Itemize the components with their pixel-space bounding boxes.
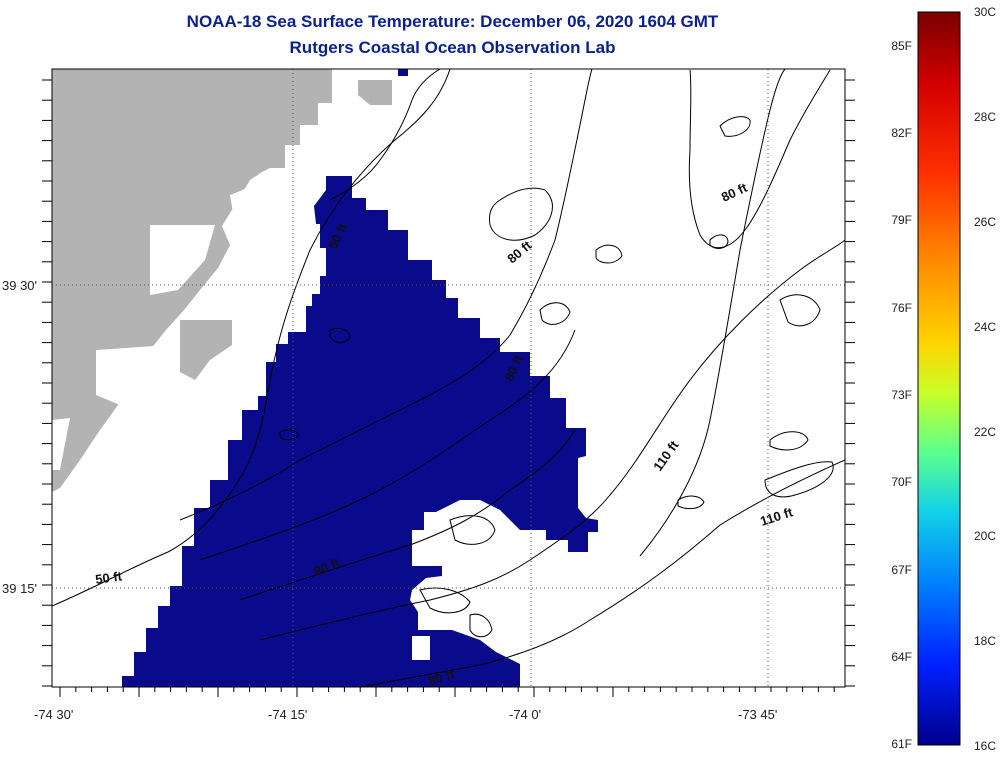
colorbar-label-f: 76F [891, 301, 912, 315]
colorbar-label-c: 26C [974, 215, 996, 229]
colorbar-label-c: 22C [974, 425, 996, 439]
bathymetry-contours [52, 69, 845, 687]
x-tick-label: -74 30' [34, 707, 73, 722]
colorbar-label-f: 64F [891, 650, 912, 664]
colorbar-label-f: 73F [891, 388, 912, 402]
colorbar [917, 11, 961, 746]
x-tick-label: -74 0' [509, 707, 541, 722]
colorbar-fahrenheit-labels: 85F 82F 79F 76F 73F 70F 67F 64F 61F [891, 39, 912, 751]
y-tick-label: 39 15' [2, 581, 37, 596]
tick-marks [42, 79, 855, 697]
colorbar-celsius-labels: 30C 28C 26C 24C 22C 20C 18C 16C [974, 5, 996, 753]
colorbar-label-f: 67F [891, 563, 912, 577]
colorbar-label-f: 70F [891, 475, 912, 489]
colorbar-label-c: 20C [974, 529, 996, 543]
contour-label: 110 ft [758, 504, 795, 529]
map-title: NOAA-18 Sea Surface Temperature: Decembe… [186, 12, 719, 31]
land-patch [358, 80, 392, 105]
graticule [52, 69, 845, 687]
sst-data-region [398, 69, 408, 76]
colorbar-label-c: 28C [974, 110, 996, 124]
map-frame [51, 68, 846, 688]
colorbar-label-c: 30C [974, 5, 996, 19]
colorbar-label-f: 82F [891, 126, 912, 140]
colorbar-label-c: 24C [974, 320, 996, 334]
colorbar-label-f: 61F [891, 737, 912, 751]
x-tick-label: -74 15' [268, 707, 307, 722]
contour-label: 50 ft [94, 568, 123, 587]
contour-label: 80 ft [719, 180, 750, 205]
contour-label: 80 ft [504, 237, 535, 266]
colorbar-label-f: 79F [891, 213, 912, 227]
sst-data-region [122, 176, 598, 687]
x-tick-label: -73 45' [738, 707, 777, 722]
land-patch [180, 320, 232, 380]
land-patch [96, 330, 120, 350]
contour-label: 110 ft [650, 437, 682, 473]
colorbar-label-c: 18C [974, 634, 996, 648]
colorbar-label-c: 16C [974, 739, 996, 753]
map-subtitle: Rutgers Coastal Ocean Observation Lab [289, 38, 616, 57]
colorbar-label-f: 85F [891, 39, 912, 53]
y-tick-label: 39 30' [2, 278, 37, 293]
